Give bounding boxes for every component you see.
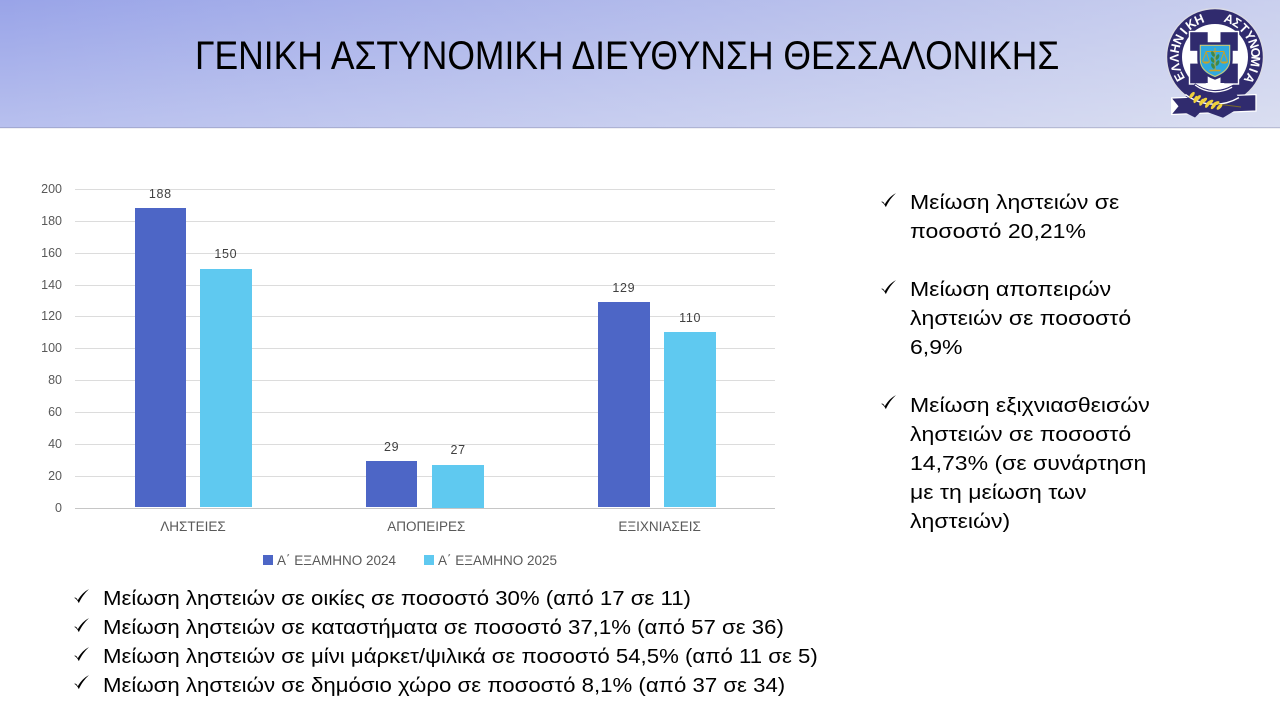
svg-text:Ο: Ο — [1248, 47, 1264, 59]
svg-text:Μ: Μ — [1247, 55, 1263, 67]
svg-text:Ν: Ν — [1245, 37, 1262, 51]
svg-text:Λ: Λ — [1167, 53, 1182, 62]
svg-text:Η: Η — [1167, 42, 1184, 54]
svg-text:Ι: Ι — [1246, 66, 1261, 74]
